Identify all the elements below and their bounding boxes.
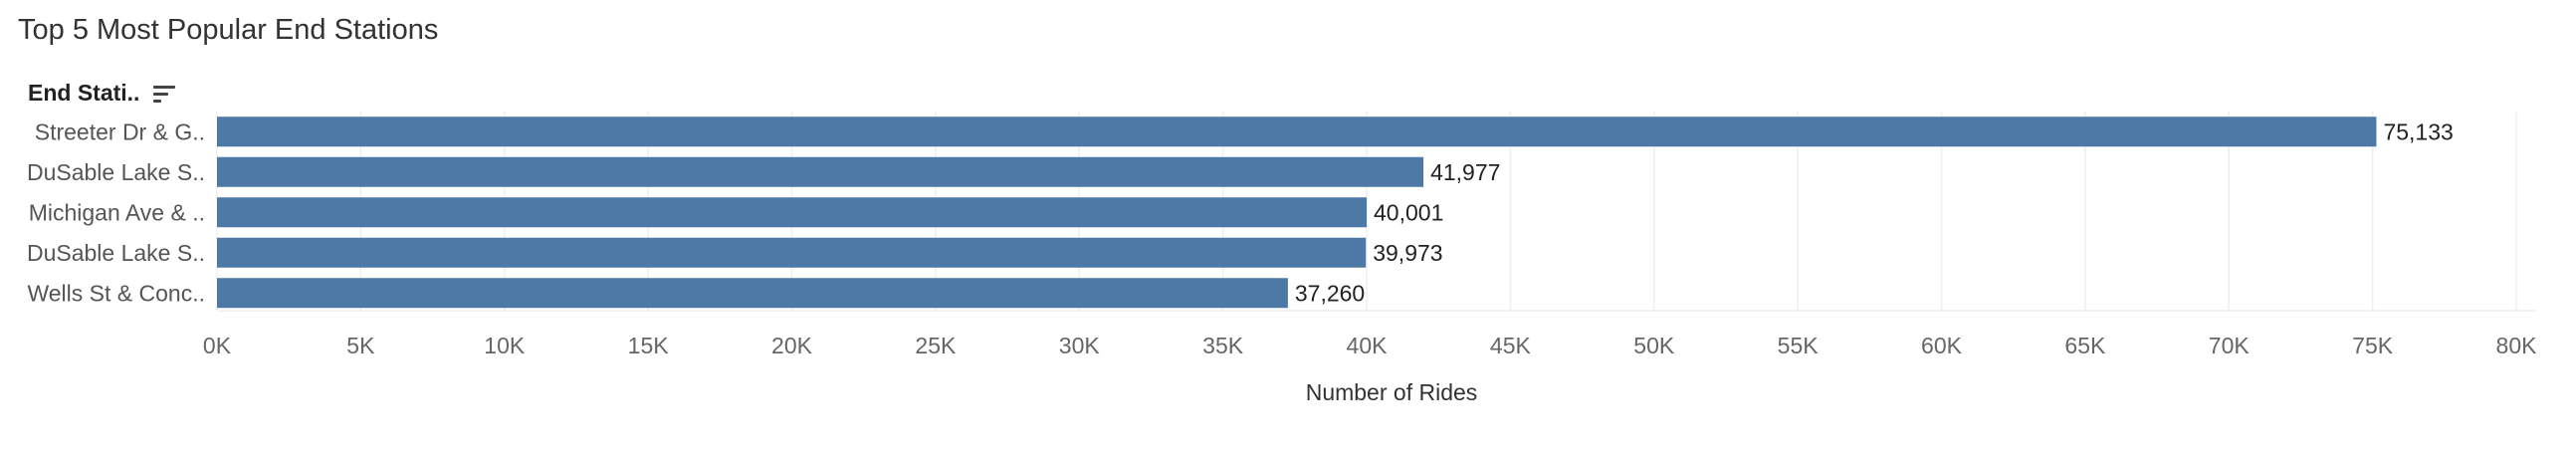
bar [217,197,1368,228]
bar [217,116,2377,147]
category-label: Streeter Dr & G.. [35,118,205,144]
x-tick-label: 35K [1202,333,1244,358]
category-label: Wells St & Conc.. [27,280,205,306]
category-label: DuSable Lake S.. [27,240,205,266]
x-tick-label: 60K [1921,333,1963,358]
data-label: 39,973 [1373,240,1442,266]
x-tick-label: 10K [484,333,526,358]
x-tick-label: 70K [2209,333,2251,358]
x-axis-title: Number of Rides [1306,379,1478,405]
x-tick-label: 5K [346,333,375,358]
category-label: Michigan Ave & .. [29,199,205,225]
dimension-header[interactable]: End Stati.. [28,80,176,107]
x-tick-label: 65K [2064,333,2106,358]
bar [217,237,1367,268]
x-tick-label: 75K [2352,333,2394,358]
bar [217,278,1288,309]
x-tick-label: 20K [771,333,813,358]
data-label: 40,001 [1374,199,1443,225]
sort-descending-icon[interactable] [153,84,176,104]
x-tick-label: 0K [203,333,232,358]
data-label: 37,260 [1295,280,1365,306]
x-tick-label: 45K [1490,333,1532,358]
x-axis-ticks: 0K 5K 10K 15K 20K 25K 30K 35K 40K 45K 50K 55K 60K 65K… [203,333,2537,358]
x-tick-label: 30K [1059,333,1101,358]
bars [217,116,2377,309]
category-label: DuSable Lake S.. [27,159,205,185]
x-tick-label: 80K [2496,333,2538,358]
chart-title: Top 5 Most Popular End Stations [18,14,439,46]
data-label: 41,977 [1430,159,1500,185]
data-labels: 75,133 41,977 40,001 39,973 37,260 [1295,118,2454,306]
bar [217,156,1424,187]
category-labels: Streeter Dr & G.. DuSable Lake S.. Michiga… [27,118,205,306]
data-label: 75,133 [2383,118,2453,144]
x-tick-label: 40K [1347,333,1389,358]
x-tick-label: 50K [1633,333,1675,358]
x-tick-label: 15K [628,333,670,358]
dimension-header-label: End Stati.. [28,80,140,106]
x-tick-label: 55K [1778,333,1820,358]
x-tick-label: 25K [915,333,957,358]
